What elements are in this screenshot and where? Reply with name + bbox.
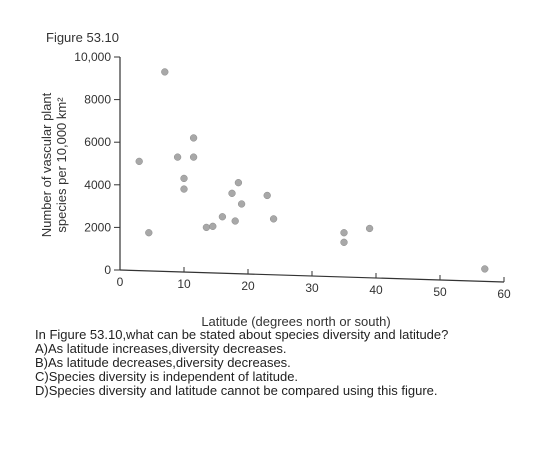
x-tick-label: 50 bbox=[433, 285, 447, 299]
scatter-chart: 0 2000 4000 6000 8000 10,000 0 10 20 30 40 50 60 Num… bbox=[39, 50, 511, 329]
x-tick-label: 20 bbox=[241, 279, 255, 293]
data-point bbox=[161, 68, 169, 76]
y-tick-label: 8000 bbox=[84, 93, 111, 107]
y-tick-label: 6000 bbox=[84, 135, 111, 149]
option-a[interactable]: A)As latitude increases,diversity decrea… bbox=[35, 341, 287, 356]
question-block: In Figure 53.10,what can be stated about… bbox=[35, 328, 545, 398]
y-tick-label: 0 bbox=[104, 263, 111, 277]
x-tick-label: 30 bbox=[305, 281, 319, 295]
figure-label: Figure 53.10 bbox=[46, 30, 119, 45]
data-point bbox=[340, 229, 348, 237]
data-point bbox=[202, 223, 211, 232]
data-point bbox=[173, 153, 182, 161]
data-point bbox=[180, 174, 188, 183]
y-tick-label: 4000 bbox=[84, 178, 111, 192]
x-tick-label: 10 bbox=[177, 277, 191, 291]
data-point bbox=[180, 185, 188, 193]
data-point bbox=[145, 229, 153, 237]
data-point bbox=[269, 215, 278, 223]
data-point bbox=[135, 157, 143, 166]
data-point bbox=[365, 224, 374, 233]
x-tick-label: 60 bbox=[497, 287, 511, 301]
data-point bbox=[209, 222, 217, 230]
option-b[interactable]: B)As latitude decreases,diversity decrea… bbox=[35, 355, 291, 370]
data-point bbox=[189, 134, 198, 142]
option-d[interactable]: D)Species diversity and latitude cannot … bbox=[35, 383, 438, 398]
question-stem: In Figure 53.10,what can be stated about… bbox=[35, 327, 449, 342]
x-tick-label: 40 bbox=[369, 283, 383, 297]
data-point bbox=[237, 200, 246, 208]
option-c[interactable]: C)Species diversity is independent of la… bbox=[35, 369, 299, 384]
data-point bbox=[231, 217, 239, 225]
y-axis-label-line1: Number of vascular plant bbox=[39, 92, 54, 237]
y-tick-label: 10,000 bbox=[74, 50, 111, 64]
x-tick-label: 0 bbox=[117, 275, 124, 289]
data-point bbox=[234, 179, 243, 187]
chart-axes: 0 2000 4000 6000 8000 10,000 0 10 20 30 40 50 60 bbox=[74, 50, 511, 301]
data-point bbox=[340, 238, 348, 246]
data-point bbox=[218, 213, 227, 221]
y-axis-label-line2: species per 10,000 km² bbox=[54, 97, 69, 233]
chart-points bbox=[135, 68, 489, 273]
data-point bbox=[481, 265, 489, 273]
data-point bbox=[228, 189, 236, 197]
data-point bbox=[189, 153, 198, 161]
y-tick-label: 2000 bbox=[84, 220, 111, 234]
data-point bbox=[263, 191, 271, 200]
x-axis-label: Latitude (degrees north or south) bbox=[201, 314, 390, 329]
